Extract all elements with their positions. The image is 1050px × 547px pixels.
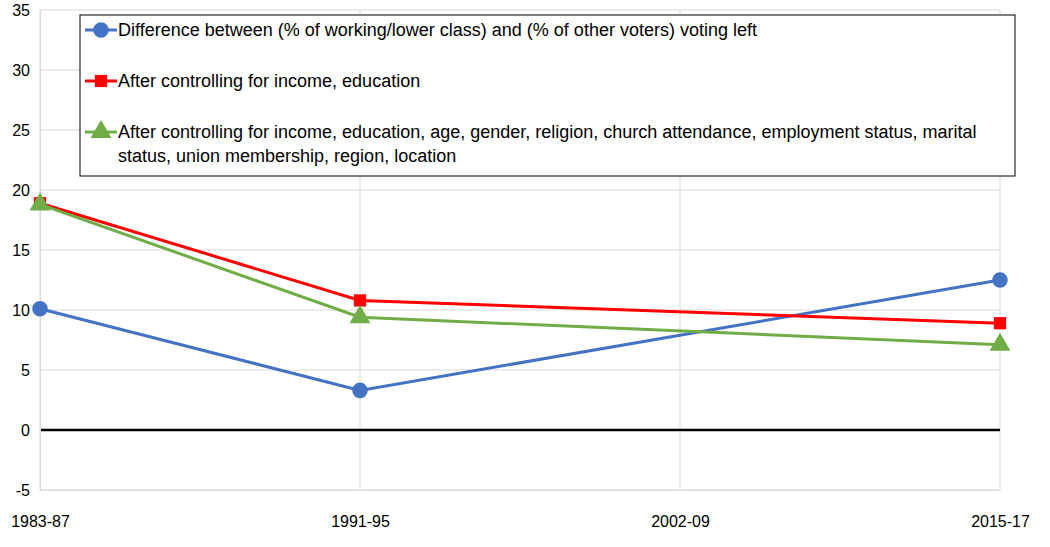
legend-entry: Difference between (% of working/lower c…	[85, 20, 757, 40]
y-tick-label: 5	[21, 362, 30, 379]
x-tick-label: 2015-17	[971, 513, 1030, 530]
grid-line-y	[40, 250, 1000, 251]
y-tick-label: 30	[12, 62, 30, 79]
y-tick: 15	[12, 242, 40, 259]
legend-label: Difference between (% of working/lower c…	[118, 20, 757, 40]
x-axis-line	[41, 490, 1001, 491]
grid-line-y	[40, 190, 1000, 191]
x-tick: 1983-87	[11, 490, 70, 530]
marker	[994, 317, 1006, 329]
grid-line-y	[40, 310, 1000, 311]
x-tick: 2015-17	[971, 490, 1030, 530]
y-tick: 5	[21, 362, 40, 379]
series	[34, 197, 1006, 329]
marker	[354, 294, 366, 306]
x-tick-label: 2002-09	[651, 513, 710, 530]
marker	[350, 305, 371, 323]
x-tick: 1991-95	[331, 490, 390, 530]
chart: -5 0 5 10 15 20 25 30 35 1983-87 1991-95 2002-09 201…	[0, 0, 1050, 547]
y-tick-label: 35	[12, 2, 30, 19]
marker	[992, 272, 1008, 288]
legend: Difference between (% of working/lower c…	[80, 15, 1015, 176]
grid-line-y	[40, 490, 1000, 491]
marker	[32, 301, 48, 317]
y-axis-line	[40, 11, 41, 491]
legend-marker	[91, 120, 112, 138]
y-tick: 30	[12, 62, 40, 79]
x-axis: 1983-87 1991-95 2002-09 2015-17	[11, 490, 1030, 530]
legend-marker	[95, 75, 107, 87]
y-tick: 20	[12, 182, 40, 199]
y-tick-label: 20	[12, 182, 30, 199]
legend-entry: After controlling for income, education	[85, 71, 420, 91]
legend-entry: After controlling for income, education,…	[85, 120, 976, 166]
series-line	[40, 203, 1000, 323]
x-tick-label: 1983-87	[11, 513, 70, 530]
legend-label: After controlling for income, education,…	[118, 122, 976, 166]
series	[32, 272, 1008, 398]
zero-line	[40, 429, 1000, 432]
y-tick-label: 15	[12, 242, 30, 259]
x-tick: 2002-09	[651, 490, 710, 530]
y-tick-label: 0	[21, 422, 30, 439]
grid-line-y	[40, 10, 1000, 11]
y-tick: 35	[12, 2, 40, 19]
plot-area	[30, 192, 1011, 398]
grid-line-x	[40, 10, 41, 490]
y-tick-label: 10	[12, 302, 30, 319]
y-tick-label: -5	[16, 482, 30, 499]
marker	[30, 192, 51, 210]
series-line	[40, 204, 1000, 344]
marker	[352, 383, 368, 399]
y-axis: -5 0 5 10 15 20 25 30 35	[12, 2, 40, 499]
series	[30, 192, 1011, 351]
grid-line-y	[40, 430, 1000, 431]
legend-label: After controlling for income, education	[118, 71, 420, 91]
series-line	[40, 280, 1000, 390]
legend-marker	[93, 22, 109, 38]
y-tick: -5	[16, 482, 40, 499]
marker	[990, 333, 1011, 351]
legend-box	[80, 15, 1015, 176]
y-tick: 25	[12, 122, 40, 139]
y-tick-label: 25	[12, 122, 30, 139]
grid-line-y	[40, 370, 1000, 371]
y-tick: 0	[21, 422, 40, 439]
x-tick-label: 1991-95	[331, 513, 390, 530]
